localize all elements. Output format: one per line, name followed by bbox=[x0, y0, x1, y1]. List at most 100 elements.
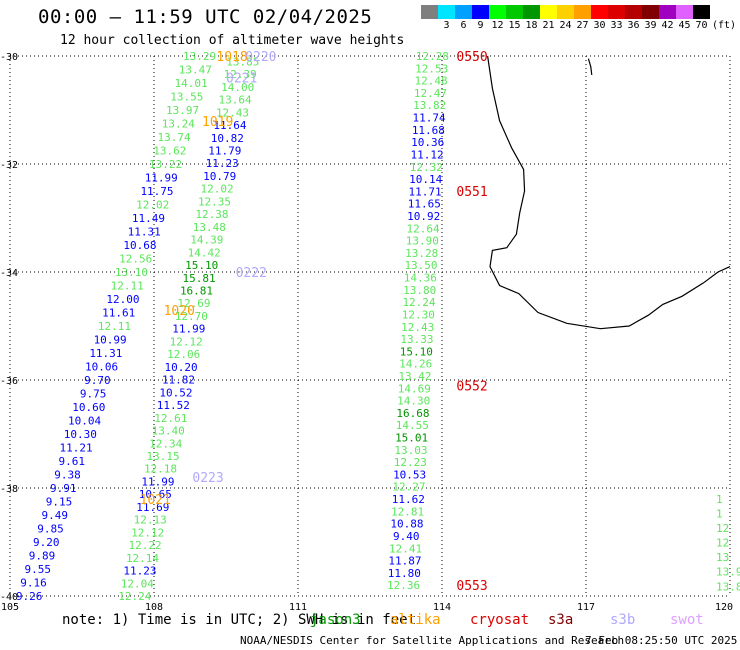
swh-value: 15.01 bbox=[395, 432, 428, 445]
swh-value: 9.75 bbox=[80, 388, 107, 401]
swh-value: 10.82 bbox=[211, 132, 244, 145]
swh-value: 13.48 bbox=[193, 221, 226, 234]
pass-time-label: 1021 bbox=[140, 493, 171, 508]
legend-label: 9 bbox=[477, 20, 484, 31]
swh-value: 12.56 bbox=[119, 253, 152, 266]
legend-swatch bbox=[676, 5, 693, 19]
swh-value: 10.36 bbox=[411, 136, 444, 149]
swh-value: 12.39 bbox=[224, 68, 257, 81]
swh-value: 12.24 bbox=[402, 296, 435, 309]
pass-time-label: 0223 bbox=[192, 471, 223, 486]
satellite-s3a: s3a bbox=[548, 612, 574, 628]
swh-value: 12.36 bbox=[387, 579, 420, 592]
pass-time-label: 0551 bbox=[456, 185, 487, 200]
swh-value: 10.04 bbox=[68, 415, 101, 428]
swh-value: 15.10 bbox=[185, 259, 218, 272]
swh-value: 11.64 bbox=[213, 119, 246, 132]
swh-value: 10.68 bbox=[123, 239, 156, 252]
swh-value: 9.16 bbox=[20, 577, 47, 590]
swh-value: 11.82 bbox=[162, 374, 195, 387]
legend-swatch bbox=[523, 5, 540, 19]
swh-value: 11.49 bbox=[132, 212, 165, 225]
swh-value: 13.15 bbox=[147, 450, 180, 463]
swh-value: 12.11 bbox=[98, 320, 131, 333]
swh-value: 13.50 bbox=[404, 259, 437, 272]
legend-label: 30 bbox=[593, 20, 606, 31]
legend-bin: 9 bbox=[472, 5, 489, 31]
swh-value: 13.55 bbox=[170, 91, 203, 104]
swh-value: 11.52 bbox=[157, 399, 190, 412]
wave-height-map: 105 108 111 114 117 120 -30 -32 -34 -36 -38 -40 13.2… bbox=[0, 50, 740, 610]
swh-value: 13.82 bbox=[413, 99, 446, 112]
legend-swatch bbox=[557, 5, 574, 19]
swh-value: 12.53 bbox=[415, 62, 448, 75]
legend-swatch bbox=[693, 5, 710, 19]
swh-value: 13.64 bbox=[219, 94, 252, 107]
swh-value: 12.11 bbox=[111, 280, 144, 293]
swh-value: 13.33 bbox=[400, 333, 433, 346]
swh-value: 13.40 bbox=[152, 425, 185, 438]
swh-value: 11.80 bbox=[388, 567, 421, 580]
legend-bin: 18 bbox=[523, 5, 540, 31]
legend-label: 12 bbox=[491, 20, 504, 31]
swh-value: 12.30 bbox=[402, 308, 435, 321]
satellite-s3b: s3b bbox=[610, 612, 636, 628]
swh-value: 12.32 bbox=[410, 161, 443, 174]
legend-bin: 42 bbox=[659, 5, 676, 31]
swh-value: 14.26 bbox=[399, 358, 432, 371]
swh-value: 10.99 bbox=[94, 334, 127, 347]
legend-bin: 21 bbox=[540, 5, 557, 31]
legend-swatch bbox=[438, 5, 455, 19]
swh-value: 12.04 bbox=[121, 577, 154, 590]
swh-value-edge: 13 bbox=[716, 551, 729, 564]
legend-label: 70 bbox=[695, 20, 708, 31]
swh-value: 9.61 bbox=[59, 455, 86, 468]
legend-label: 18 bbox=[525, 20, 538, 31]
legend-label: 33 bbox=[610, 20, 623, 31]
swh-value: 16.68 bbox=[396, 407, 429, 420]
legend-swatch bbox=[472, 5, 489, 19]
swh-value: 13.28 bbox=[405, 247, 438, 260]
legend-label: 3 bbox=[443, 20, 450, 31]
lake-outline bbox=[587, 58, 593, 75]
legend-label: 21 bbox=[542, 20, 555, 31]
pass-time-label: 0222 bbox=[236, 266, 267, 281]
swh-value: 12.24 bbox=[118, 590, 151, 603]
page-title: 00:00 – 11:59 UTC 02/04/2025 bbox=[38, 6, 373, 28]
legend-swatch bbox=[659, 5, 676, 19]
legend-bin bbox=[421, 5, 438, 31]
legend-bin: 6 bbox=[455, 5, 472, 31]
swh-value: 12.64 bbox=[406, 222, 439, 235]
swh-value: 9.40 bbox=[393, 530, 420, 543]
satellite-cryosat: cryosat bbox=[470, 612, 530, 628]
legend-swatch bbox=[642, 5, 659, 19]
swh-value: 11.99 bbox=[172, 323, 205, 336]
swh-value: 11.68 bbox=[412, 124, 445, 137]
swh-value: 13.80 bbox=[403, 284, 436, 297]
swh-value: 11.74 bbox=[412, 112, 445, 125]
swh-value: 11.87 bbox=[388, 555, 421, 568]
swh-value: 9.26 bbox=[16, 590, 43, 603]
coastline bbox=[487, 55, 731, 330]
swh-value: 10.60 bbox=[72, 401, 105, 414]
pass-time-label: 0220 bbox=[245, 50, 276, 65]
swh-value: 12.12 bbox=[131, 526, 164, 539]
swh-value: 12.43 bbox=[401, 321, 434, 334]
swh-value: 11.23 bbox=[123, 565, 156, 578]
swh-value: 9.15 bbox=[46, 496, 73, 509]
swh-value: 11.31 bbox=[89, 347, 122, 360]
swh-value: 10.88 bbox=[390, 518, 423, 531]
swh-value: 9.91 bbox=[50, 482, 77, 495]
swh-value: 11.71 bbox=[408, 185, 441, 198]
legend-label: 39 bbox=[644, 20, 657, 31]
legend-bin: 12 bbox=[489, 5, 506, 31]
swh-value: 9.70 bbox=[84, 374, 111, 387]
swh-value: 9.49 bbox=[42, 509, 69, 522]
swh-value: 11.12 bbox=[410, 148, 443, 161]
swh-value: 10.79 bbox=[203, 170, 236, 183]
latitude-tick-label: -34 bbox=[0, 268, 18, 279]
swh-value: 12.12 bbox=[170, 335, 203, 348]
legend-unit: (ft) bbox=[712, 20, 737, 31]
legend-label: 27 bbox=[576, 20, 589, 31]
swh-value-edge: 12 bbox=[716, 537, 729, 550]
